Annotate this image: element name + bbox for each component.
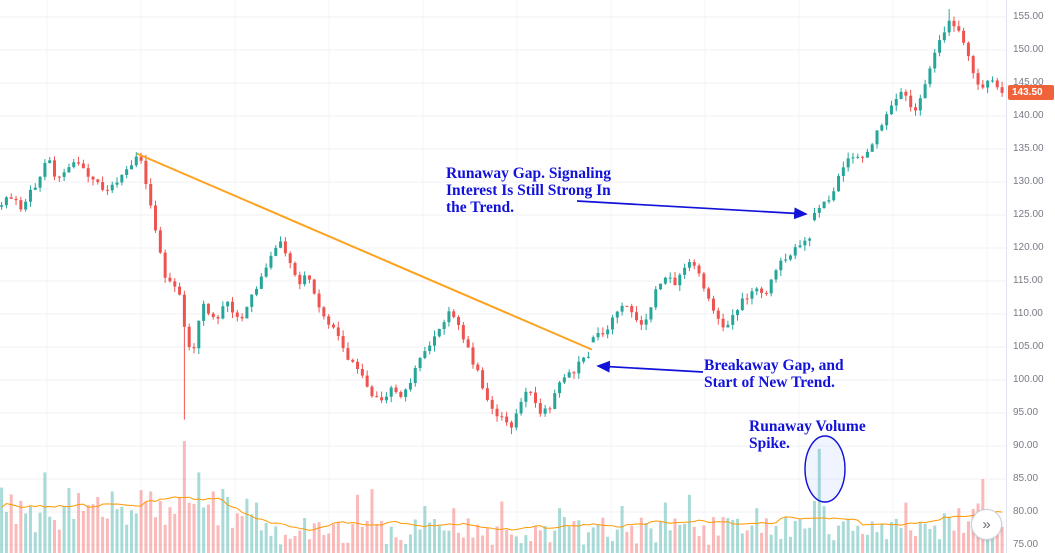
runaway-volume-ellipse[interactable]	[804, 435, 846, 503]
price-axis-label: 95.00	[1013, 407, 1039, 418]
price-axis-label: 140.00	[1013, 110, 1044, 121]
price-axis-label: 130.00	[1013, 176, 1044, 187]
last-price-badge: 143.50	[1008, 84, 1054, 100]
annotation-line: the Trend.	[446, 199, 515, 216]
annotation-line: Start of New Trend.	[704, 374, 835, 391]
annotation-line: Spike.	[749, 435, 790, 452]
volume-series	[0, 441, 1004, 553]
price-axis-label: 155.00	[1013, 11, 1044, 22]
price-axis-label: 135.00	[1013, 143, 1044, 154]
annotation-runaway-gap[interactable]: Runaway Gap. Signaling Interest Is Still…	[446, 165, 611, 216]
price-axis-label: 110.00	[1013, 308, 1043, 319]
annotation-runaway-volume[interactable]: Runaway Volume Spike.	[749, 418, 866, 452]
price-axis-label: 115.00	[1013, 275, 1043, 286]
annotation-breakaway-gap[interactable]: Breakaway Gap, and Start of New Trend.	[704, 357, 844, 391]
price-axis-label: 100.00	[1013, 374, 1044, 385]
price-axis-label: 75.00	[1013, 539, 1039, 550]
price-axis-label: 125.00	[1013, 209, 1044, 220]
price-axis-label: 105.00	[1013, 341, 1044, 352]
breakaway-gap-arrow[interactable]	[596, 360, 704, 373]
volume-ma-line	[1, 496, 1003, 531]
candles-series	[0, 9, 1004, 435]
grid	[0, 16, 1006, 546]
price-axis[interactable]: 143.50 155.00 150.00 145.00 140.00 135.00 130…	[1006, 0, 1055, 553]
runaway-gap-arrow[interactable]	[576, 200, 808, 220]
price-axis-label: 145.00	[1013, 77, 1044, 88]
price-axis-label: 85.00	[1013, 473, 1039, 484]
annotation-line: Runaway Volume	[749, 418, 866, 435]
price-axis-label: 80.00	[1013, 506, 1039, 517]
price-axis-label: 90.00	[1013, 440, 1039, 451]
chart-canvas[interactable]	[0, 0, 1006, 553]
scroll-to-recent-button[interactable]: »	[971, 509, 1002, 540]
downtrend-trendline[interactable]	[136, 152, 593, 351]
price-axis-label: 150.00	[1013, 44, 1044, 55]
annotation-line: Interest Is Still Strong In	[446, 182, 611, 199]
annotation-line: Runaway Gap. Signaling	[446, 165, 611, 182]
annotation-line: Breakaway Gap, and	[704, 357, 844, 374]
chevron-right-icon: »	[982, 516, 991, 533]
price-axis-label: 120.00	[1013, 242, 1044, 253]
